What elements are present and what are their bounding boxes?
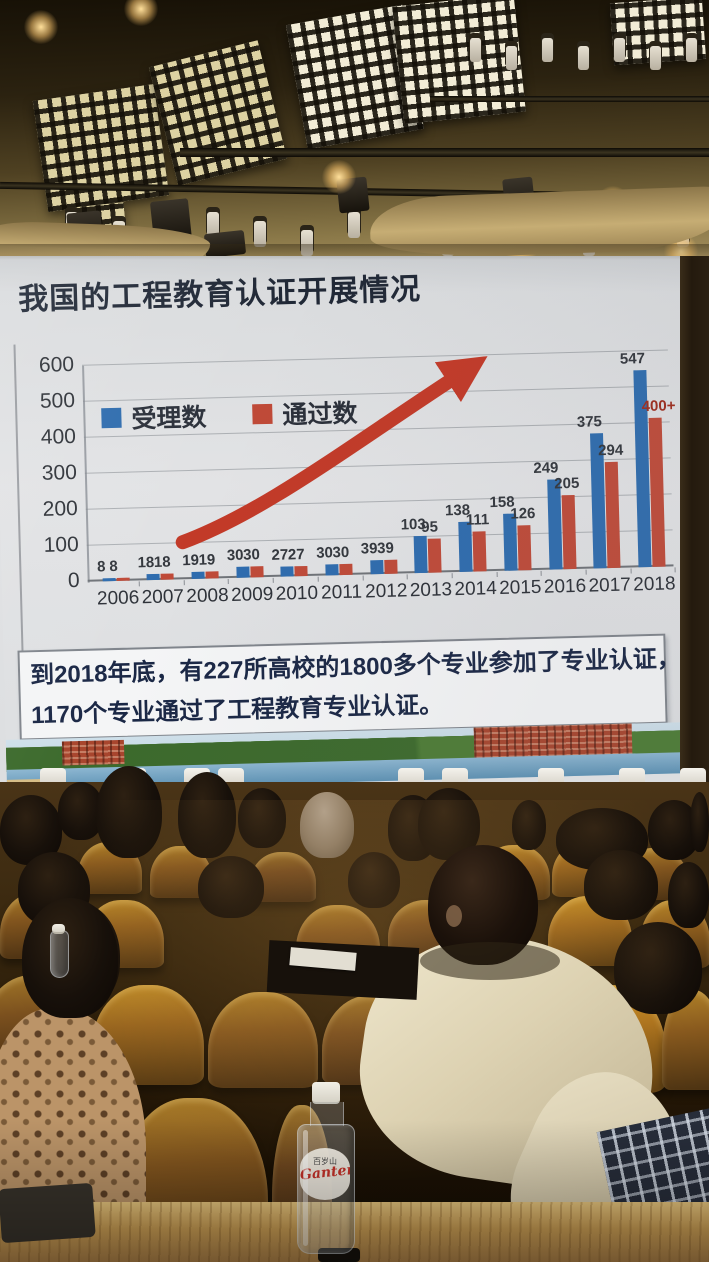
spotlight-row-6 bbox=[348, 212, 360, 238]
bottom-vignette bbox=[0, 1120, 709, 1262]
audience-head-14 bbox=[584, 850, 658, 920]
audience-head-2 bbox=[96, 766, 162, 858]
spotlight-row-5 bbox=[301, 230, 313, 256]
bald-head bbox=[300, 792, 354, 858]
audience-area bbox=[0, 766, 709, 1262]
small-water-bottle bbox=[50, 930, 69, 978]
audience-head-13 bbox=[348, 852, 400, 908]
ceiling-glow-1 bbox=[24, 10, 58, 44]
growth-arrow-icon bbox=[175, 356, 488, 550]
bottle-brand-cn: 百岁山 bbox=[300, 1157, 350, 1166]
ear-highlight bbox=[446, 905, 462, 927]
spotlight-top-4 bbox=[614, 38, 625, 62]
spotlight-top-3 bbox=[578, 46, 589, 70]
ceiling-glow-0 bbox=[124, 0, 158, 26]
ceiling-light-rig bbox=[0, 0, 709, 256]
audience-head-7 bbox=[512, 800, 546, 850]
audience-head-15 bbox=[668, 862, 709, 928]
collar-shadow bbox=[420, 942, 560, 980]
audience-head-17 bbox=[614, 922, 702, 1014]
bottle-label: 百岁山 Ganten bbox=[300, 1148, 350, 1200]
audience-head-4 bbox=[238, 788, 286, 848]
side-table bbox=[266, 940, 420, 1000]
ceiling-glow-2 bbox=[322, 160, 356, 194]
bottle-neck bbox=[310, 1102, 344, 1126]
spotlight-top-0 bbox=[470, 38, 481, 62]
ceiling-shadow bbox=[0, 244, 709, 260]
audience-head-12 bbox=[198, 856, 264, 918]
small-bottle-cap bbox=[52, 924, 65, 934]
bottle-cap bbox=[312, 1082, 340, 1104]
projector-screen: 我国的工程教育认证开展情况 0100200300400500600 881818… bbox=[0, 244, 687, 782]
chair-back-14 bbox=[208, 992, 318, 1088]
wall-right bbox=[680, 238, 709, 798]
audience-head-10 bbox=[690, 792, 709, 852]
bottle-highlight bbox=[303, 1130, 308, 1246]
spotlight-top-5 bbox=[650, 46, 661, 70]
floral-person-head bbox=[22, 898, 118, 1018]
spotlight-row-3 bbox=[207, 212, 219, 238]
bar-chart: 0100200300400500600 88181819193030272730… bbox=[0, 244, 687, 653]
spotlight-top-2 bbox=[542, 38, 553, 62]
truss-bar-1 bbox=[180, 148, 709, 157]
spotlight-row-4 bbox=[254, 221, 266, 247]
spotlight-top-1 bbox=[506, 46, 517, 70]
truss-bar-3 bbox=[430, 96, 709, 102]
slide-content: 我国的工程教育认证开展情况 0100200300400500600 881818… bbox=[0, 244, 687, 782]
spotlight-top-6 bbox=[686, 38, 697, 62]
audience-head-3 bbox=[178, 772, 236, 858]
